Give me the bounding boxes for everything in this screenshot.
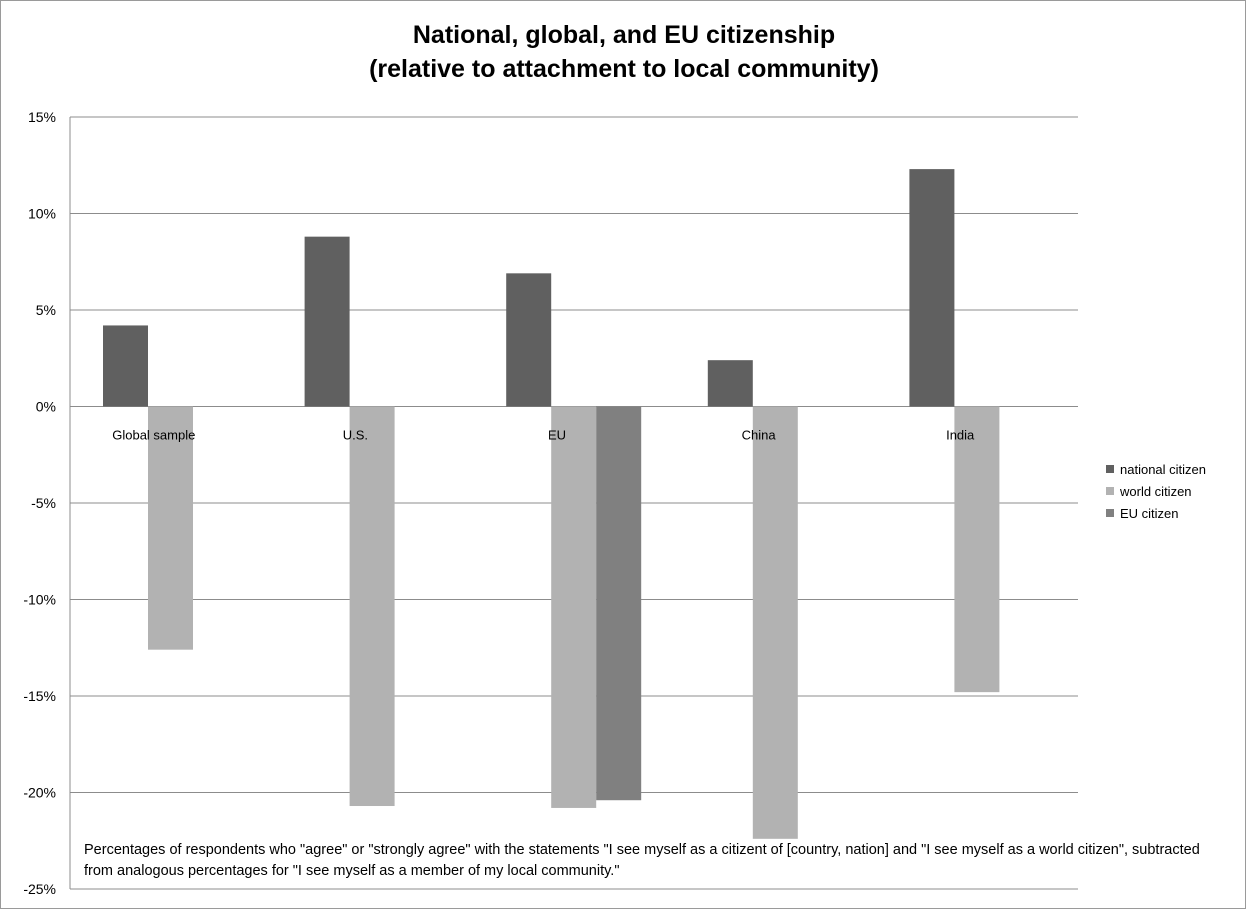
- legend-item: world citizen: [1106, 480, 1206, 502]
- y-tick-label: 5%: [36, 302, 56, 318]
- bar: [909, 169, 955, 407]
- bar: [954, 406, 1000, 693]
- y-tick-label: 0%: [36, 399, 56, 415]
- legend-item: national citizen: [1106, 458, 1206, 480]
- y-tick-label: 15%: [28, 109, 56, 125]
- y-tick-label: -5%: [31, 495, 56, 511]
- chart-title-line-2: (relative to attachment to local communi…: [369, 55, 879, 83]
- legend-item: EU citizen: [1106, 502, 1206, 524]
- x-category-label: China: [742, 428, 777, 443]
- bar: [551, 406, 597, 808]
- bar: [596, 406, 642, 801]
- legend-label: world citizen: [1120, 483, 1192, 499]
- y-tick-label: -20%: [23, 785, 56, 801]
- bar: [103, 325, 148, 407]
- legend-label: national citizen: [1120, 461, 1206, 477]
- chart-title-line-1: National, global, and EU citizenship: [412, 21, 836, 49]
- legend-swatch: [1106, 487, 1114, 495]
- legend-swatch: [1106, 465, 1114, 473]
- bar: [349, 406, 395, 807]
- bar: [148, 406, 193, 650]
- y-tick-label: -25%: [23, 881, 56, 897]
- legend-label: EU citizen: [1120, 505, 1179, 521]
- x-category-label: India: [946, 428, 975, 443]
- chart-annotation: Percentages of respondents who "agree" o…: [84, 842, 1200, 879]
- legend-swatch: [1106, 509, 1114, 517]
- y-tick-label: -10%: [23, 592, 56, 608]
- bar: [304, 236, 350, 407]
- x-category-label: Global sample: [112, 428, 195, 443]
- x-category-label: U.S.: [343, 428, 368, 443]
- bar: [707, 360, 753, 407]
- x-category-label: EU: [548, 428, 566, 443]
- legend: national citizen world citizen EU citizen: [1106, 458, 1206, 524]
- y-tick-label: 10%: [28, 206, 56, 222]
- bar: [506, 273, 552, 407]
- chart-title: National, global, and EU citizenship (re…: [0, 18, 1248, 86]
- bar: [752, 406, 798, 839]
- y-tick-label: -15%: [23, 688, 56, 704]
